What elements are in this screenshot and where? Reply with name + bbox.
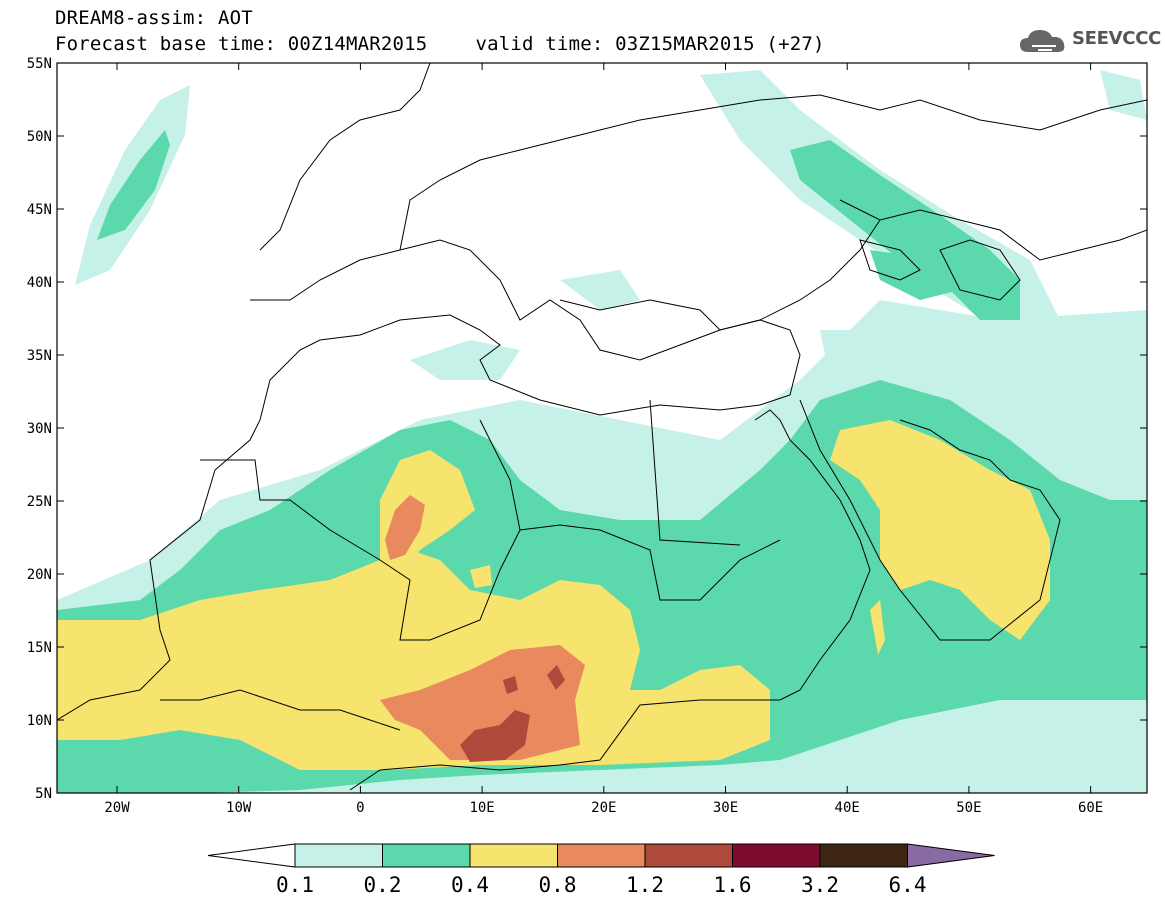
seevccc-logo: SEEVCCC [1018, 26, 1162, 56]
colorbar-label: 1.6 [714, 873, 752, 897]
lat-label: 40N [27, 275, 52, 291]
map-title: DREAM8-assim: AOT [55, 7, 253, 29]
colorbar-segment [382, 843, 471, 868]
lon-label: 30E [713, 800, 738, 816]
aot-level-0.8 [380, 495, 585, 760]
time-info: Forecast base time: 00Z14MAR2015 valid ti… [55, 33, 825, 55]
colorbar-label: 0.8 [539, 873, 577, 897]
colorbar-label: 1.2 [626, 873, 664, 897]
lat-label: 20N [27, 567, 52, 583]
lon-label: 20W [104, 800, 130, 816]
colorbar-label: 0.1 [276, 873, 314, 897]
lon-label: 20E [591, 800, 616, 816]
lat-label: 25N [27, 494, 52, 510]
colorbar-arrow-left [207, 843, 296, 868]
logo-text: SEEVCCC [1072, 28, 1162, 49]
lat-label: 15N [27, 640, 52, 656]
colorbar-arrow-right [907, 843, 995, 868]
base-time: Forecast base time: 00Z14MAR2015 [55, 33, 428, 55]
colorbar-label: 3.2 [801, 873, 839, 897]
lon-label: 0 [356, 800, 364, 816]
aot-field [57, 70, 1147, 793]
lat-label: 45N [27, 202, 52, 218]
lat-label: 35N [27, 348, 52, 364]
colorbar-segment [819, 843, 908, 868]
colorbar: 0.1 0.2 0.4 0.8 1.2 1.6 3.2 6.4 [207, 843, 995, 897]
colorbar-label: 0.2 [364, 873, 402, 897]
colorbar-segment [294, 843, 383, 868]
lon-label: 10W [226, 800, 252, 816]
colorbar-segment [732, 843, 821, 868]
cloud-icon [1020, 30, 1065, 52]
lon-label: 40E [835, 800, 860, 816]
latitude-axis: 55N 50N 45N 40N 35N 30N 25N 20N 15N 10N 5N [27, 56, 1147, 802]
colorbar-segment [469, 843, 558, 868]
lat-label: 5N [35, 786, 52, 802]
lat-label: 10N [27, 713, 52, 729]
valid-time: valid time: 03Z15MAR2015 (+27) [475, 33, 825, 55]
colorbar-label: 6.4 [889, 873, 927, 897]
lat-label: 55N [27, 56, 52, 72]
colorbar-segment [557, 843, 646, 868]
coastlines [57, 63, 1147, 791]
lon-label: 60E [1078, 800, 1103, 816]
lat-label: 30N [27, 421, 52, 437]
colorbar-segment [644, 843, 733, 868]
lat-label: 50N [27, 129, 52, 145]
colorbar-label: 0.4 [451, 873, 489, 897]
lon-label: 50E [956, 800, 981, 816]
aot-level-1.2 [460, 665, 565, 762]
longitude-axis: 20W 10W 0 10E 20E 30E 40E 50E 60E [104, 63, 1103, 816]
lon-label: 10E [469, 800, 494, 816]
